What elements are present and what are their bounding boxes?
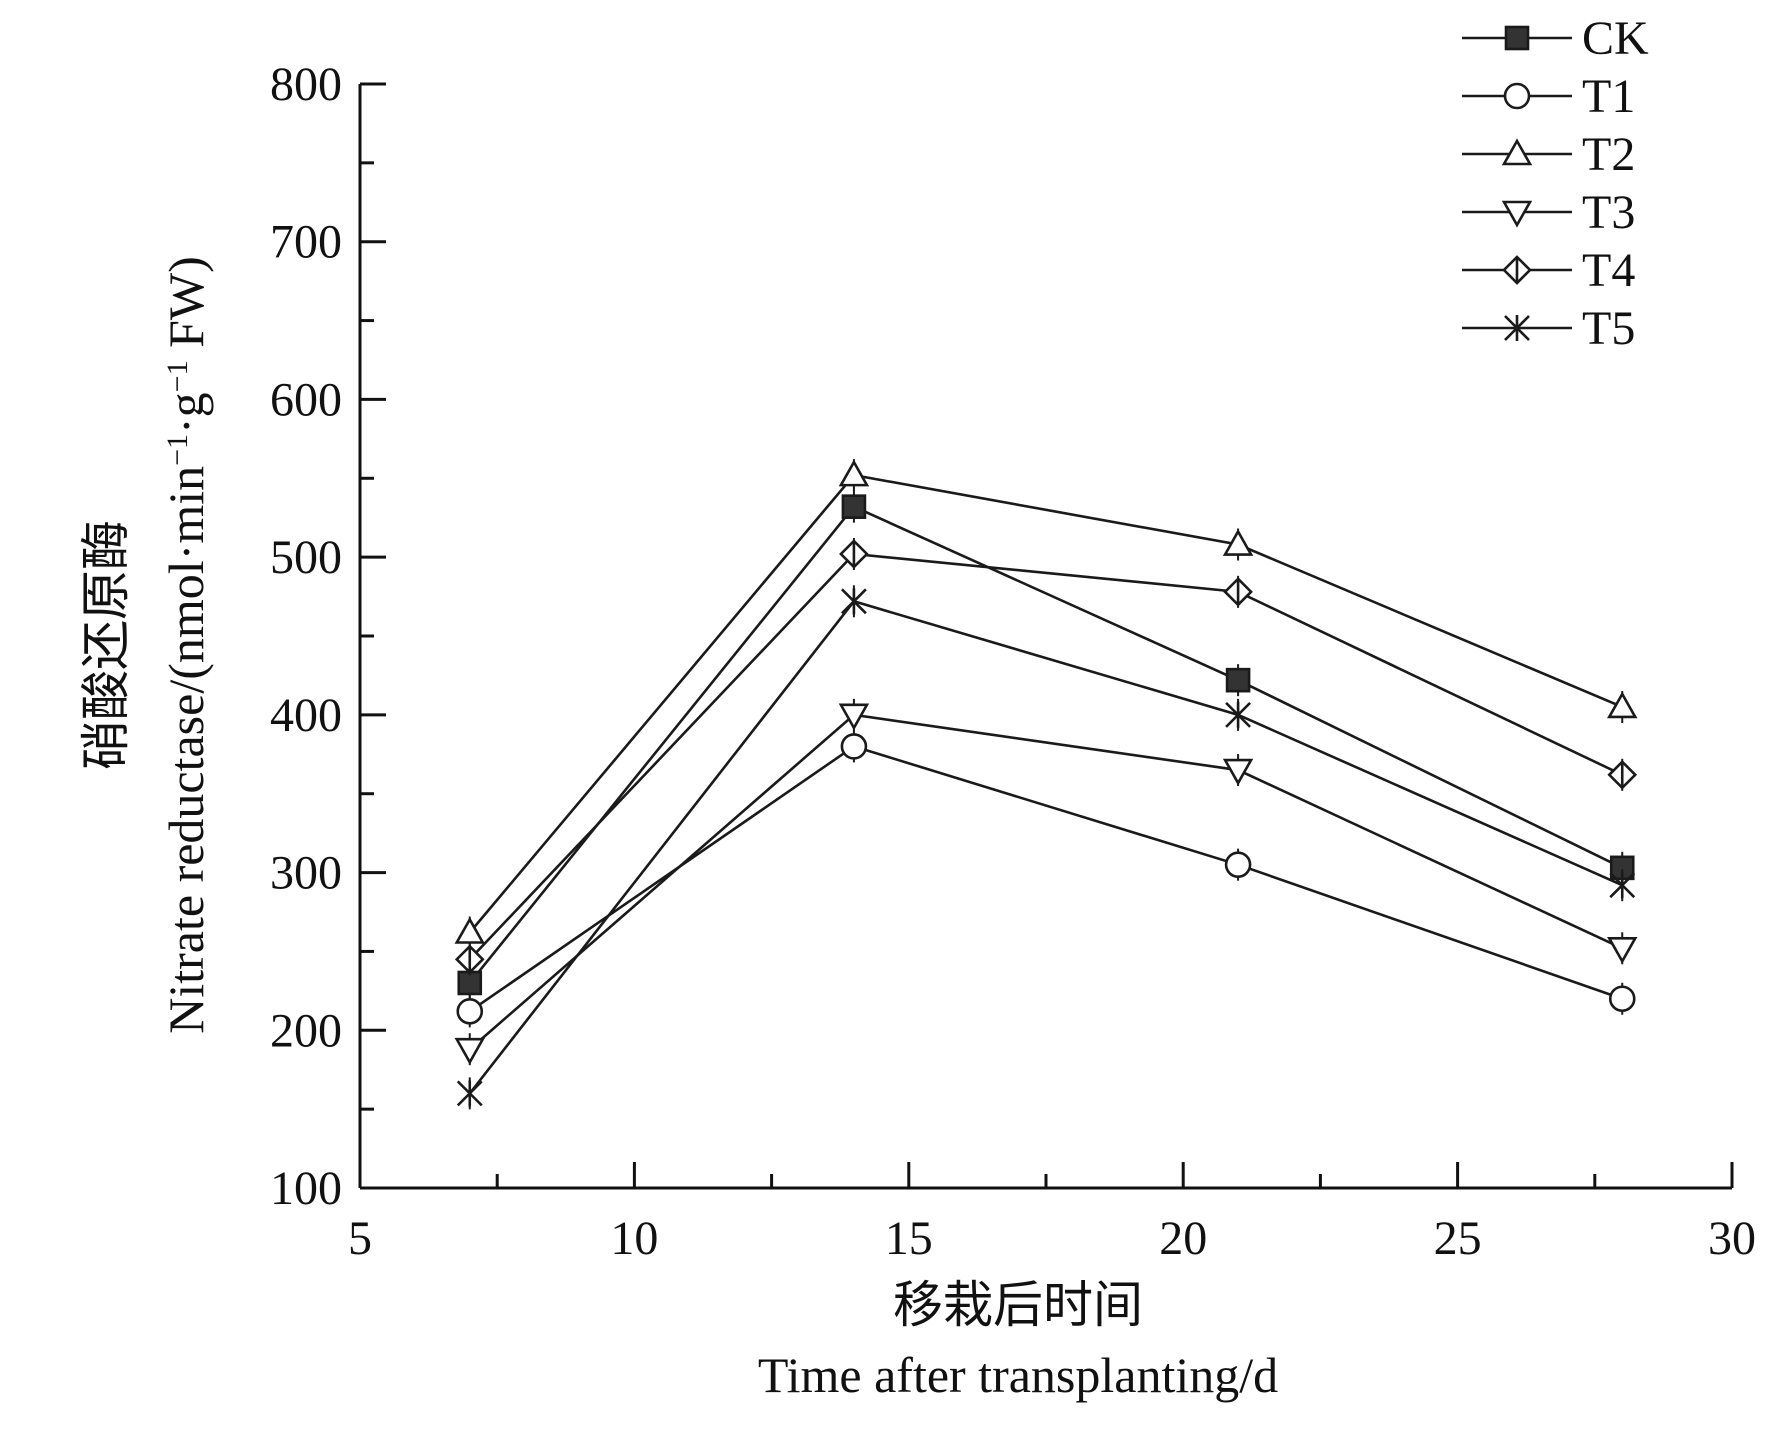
legend-label-t3: T3 — [1582, 186, 1635, 239]
data-point-t2 — [1222, 528, 1254, 556]
y-tick-label: 300 — [270, 847, 342, 900]
data-point-t2 — [454, 916, 485, 944]
data-point-ck — [1225, 667, 1251, 693]
series-t5 — [456, 585, 1636, 1110]
y-axis-title-mid: ·g — [158, 392, 214, 434]
data-point-t3 — [1222, 758, 1254, 786]
data-point-t3 — [838, 703, 870, 731]
legend-item-t4: T4 — [1462, 244, 1635, 297]
x-axis-title-en: Time after transplanting/d — [758, 1347, 1278, 1403]
x-tick-label: 25 — [1434, 1212, 1482, 1265]
legend-marker-t3 — [1501, 200, 1533, 228]
y-axis-title-cn: 硝酸还原酶 — [77, 520, 135, 770]
legend-marker-ck — [1504, 25, 1530, 51]
legend-item-ck: CK — [1462, 12, 1649, 65]
legend-label-t2: T2 — [1582, 128, 1635, 181]
series-line-ck — [468, 505, 1623, 984]
y-axis-exponent-1: −1 — [161, 434, 194, 466]
data-point-t1 — [1608, 985, 1636, 1013]
data-point-t5 — [1225, 701, 1251, 728]
x-tick-label: 30 — [1708, 1212, 1756, 1265]
data-point-t5 — [841, 588, 867, 615]
series-t1 — [456, 730, 1636, 1028]
data-point-t1 — [1224, 851, 1252, 878]
legend-label-t5: T5 — [1582, 302, 1635, 355]
x-axis-title-cn: 移栽后时间 — [893, 1276, 1143, 1334]
data-point-t5 — [456, 1080, 483, 1107]
series-t2 — [454, 459, 1638, 949]
series-line-t3 — [468, 713, 1623, 1051]
y-tick-label: 200 — [270, 1004, 342, 1057]
x-tick-label: 20 — [1159, 1212, 1207, 1265]
series-ck — [457, 490, 1635, 999]
x-tick-label: 5 — [348, 1212, 372, 1265]
x-tick-label: 10 — [610, 1212, 658, 1265]
data-point-t4 — [454, 944, 485, 975]
legend-label-t1: T1 — [1582, 70, 1635, 123]
axes: 5 10 15 20 25 30 100 200 300 400 500 600 700 800 — [270, 58, 1756, 1265]
series-line-t4 — [468, 552, 1623, 961]
legend-label-t4: T4 — [1582, 244, 1635, 297]
series-layer — [454, 459, 1638, 1110]
data-point-t2 — [838, 459, 870, 487]
data-point-t3 — [454, 1037, 485, 1065]
y-tick-label: 400 — [270, 689, 342, 742]
y-tick-label: 700 — [270, 216, 342, 269]
data-point-t4 — [1607, 759, 1638, 790]
legend-marker-t5 — [1504, 315, 1530, 341]
y-tick-label: 600 — [270, 373, 342, 426]
legend-item-t1: T1 — [1462, 70, 1635, 123]
y-tick-label: 500 — [270, 531, 342, 584]
legend-item-t5: T5 — [1462, 302, 1635, 355]
data-point-t3 — [1607, 936, 1638, 964]
series-t3 — [454, 698, 1638, 1066]
data-point-t4 — [1223, 577, 1253, 607]
data-point-t2 — [1607, 691, 1638, 719]
y-axis-title-prefix: Nitrate reductase/(nmol·min — [158, 466, 214, 1034]
y-axis-exponent-2: −1 — [161, 360, 194, 392]
y-tick-label: 800 — [270, 58, 342, 111]
legend-marker-t4 — [1502, 255, 1532, 285]
legend-item-t2: T2 — [1462, 128, 1635, 181]
x-tick-label: 15 — [885, 1212, 933, 1265]
legend-marker-t2 — [1501, 138, 1533, 166]
data-point-ck — [841, 494, 867, 519]
legend-marker-t1 — [1503, 82, 1531, 110]
y-tick-label: 100 — [270, 1162, 342, 1215]
series-line-t5 — [468, 599, 1623, 1095]
legend-label-ck: CK — [1582, 12, 1649, 65]
y-axis-title-suffix: FW) — [158, 256, 214, 360]
data-point-t4 — [839, 539, 869, 569]
series-line-t2 — [468, 473, 1623, 934]
data-point-t1 — [840, 733, 868, 760]
data-point-t1 — [456, 998, 484, 1025]
legend-item-t3: T3 — [1462, 186, 1635, 239]
y-axis-title-en: Nitrate reductase/(nmol·min−1·g−1 FW) — [158, 256, 214, 1034]
series-t4 — [454, 537, 1638, 976]
data-point-t5 — [1609, 872, 1636, 899]
series-line-t1 — [469, 744, 1623, 1013]
